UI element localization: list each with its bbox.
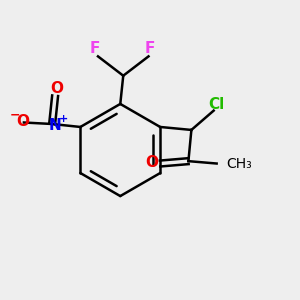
Text: O: O <box>50 81 63 96</box>
Text: O: O <box>16 113 29 128</box>
Text: CH₃: CH₃ <box>226 157 252 170</box>
Text: N: N <box>49 118 62 133</box>
Text: Cl: Cl <box>208 97 224 112</box>
Text: F: F <box>145 41 155 56</box>
Text: +: + <box>59 114 68 124</box>
Text: −: − <box>10 109 20 122</box>
Text: F: F <box>90 41 100 56</box>
Text: O: O <box>146 155 159 170</box>
